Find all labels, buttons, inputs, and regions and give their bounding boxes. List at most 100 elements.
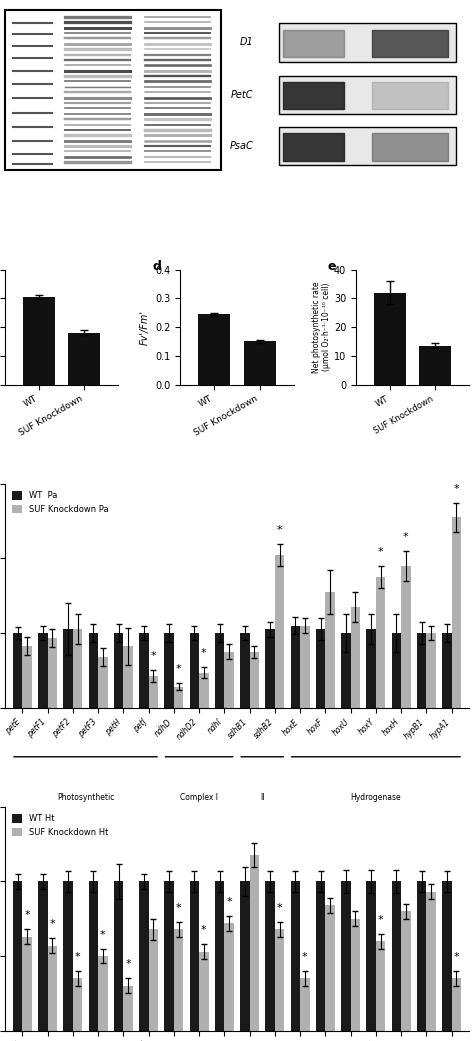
- Text: PsaC: PsaC: [229, 142, 253, 151]
- Text: *: *: [302, 951, 308, 962]
- Bar: [275, 930, 284, 1031]
- Bar: [215, 633, 224, 708]
- Text: Complex I: Complex I: [180, 792, 218, 802]
- Bar: [250, 652, 259, 708]
- FancyBboxPatch shape: [279, 76, 456, 115]
- Bar: [417, 633, 426, 708]
- Bar: [392, 633, 401, 708]
- Bar: [224, 652, 234, 708]
- Bar: [376, 577, 385, 708]
- Bar: [114, 882, 123, 1031]
- Bar: [401, 911, 410, 1031]
- Bar: [300, 979, 310, 1031]
- Bar: [374, 293, 406, 384]
- FancyBboxPatch shape: [279, 127, 456, 166]
- Bar: [316, 629, 325, 708]
- Bar: [89, 633, 98, 708]
- Text: e: e: [328, 260, 336, 274]
- Text: *: *: [454, 484, 459, 493]
- Bar: [68, 333, 100, 384]
- Text: d: d: [152, 260, 161, 274]
- Legend: WT  Pa, SUF Knockdown Pa: WT Pa, SUF Knockdown Pa: [9, 488, 112, 517]
- Text: *: *: [277, 903, 283, 913]
- Bar: [199, 314, 230, 384]
- Text: *: *: [378, 547, 383, 557]
- Bar: [452, 517, 461, 708]
- Bar: [98, 956, 108, 1031]
- Bar: [164, 882, 174, 1031]
- Text: II: II: [260, 792, 264, 802]
- Y-axis label: Net photosynthetic rate
(μmol O₂·h⁻¹·10⁻¹⁰ cell): Net photosynthetic rate (μmol O₂·h⁻¹·10⁻…: [312, 281, 331, 373]
- Bar: [89, 882, 98, 1031]
- Text: *: *: [75, 951, 81, 962]
- Legend: WT Ht, SUF Knockdown Ht: WT Ht, SUF Knockdown Ht: [9, 811, 111, 840]
- Text: *: *: [201, 648, 207, 658]
- Text: *: *: [151, 652, 156, 661]
- Text: PetC: PetC: [231, 91, 253, 100]
- Text: *: *: [277, 525, 283, 535]
- Bar: [123, 986, 133, 1031]
- Bar: [265, 882, 275, 1031]
- Bar: [300, 626, 310, 708]
- Bar: [38, 882, 48, 1031]
- Bar: [73, 629, 82, 708]
- Text: *: *: [201, 925, 207, 935]
- Bar: [376, 941, 385, 1031]
- Bar: [291, 626, 300, 708]
- Text: *: *: [50, 919, 55, 930]
- Bar: [244, 341, 275, 384]
- Text: *: *: [100, 930, 106, 940]
- Bar: [13, 633, 22, 708]
- Bar: [442, 882, 452, 1031]
- Bar: [22, 937, 32, 1031]
- Text: D1: D1: [239, 37, 253, 48]
- Bar: [351, 919, 360, 1031]
- Bar: [426, 892, 436, 1031]
- Text: Photosynthetic: Photosynthetic: [57, 792, 114, 802]
- Bar: [366, 882, 376, 1031]
- Bar: [199, 672, 209, 708]
- Bar: [174, 930, 183, 1031]
- Bar: [190, 882, 199, 1031]
- Bar: [341, 882, 351, 1031]
- Bar: [64, 882, 73, 1031]
- FancyBboxPatch shape: [279, 23, 456, 61]
- Bar: [22, 646, 32, 708]
- Text: *: *: [403, 532, 409, 542]
- Text: electron carriers: electron carriers: [54, 823, 117, 833]
- Bar: [48, 945, 57, 1031]
- Text: *: *: [176, 903, 182, 913]
- Bar: [13, 882, 22, 1031]
- Bar: [325, 906, 335, 1031]
- Text: *: *: [24, 910, 30, 920]
- Bar: [240, 882, 250, 1031]
- Bar: [215, 882, 224, 1031]
- Bar: [250, 855, 259, 1031]
- Bar: [316, 882, 325, 1031]
- Text: *: *: [126, 960, 131, 969]
- Bar: [325, 592, 335, 708]
- Bar: [240, 633, 250, 708]
- Bar: [452, 979, 461, 1031]
- Bar: [164, 633, 174, 708]
- Bar: [139, 633, 149, 708]
- Bar: [291, 882, 300, 1031]
- Bar: [38, 633, 48, 708]
- Bar: [199, 951, 209, 1031]
- Bar: [149, 677, 158, 708]
- Text: *: *: [454, 951, 459, 962]
- Text: Hydrogenase: Hydrogenase: [351, 792, 401, 802]
- Bar: [224, 923, 234, 1031]
- Bar: [401, 566, 410, 708]
- Bar: [265, 629, 275, 708]
- Bar: [366, 629, 376, 708]
- Bar: [114, 633, 123, 708]
- Text: *: *: [378, 915, 383, 924]
- Bar: [417, 882, 426, 1031]
- Bar: [419, 346, 451, 384]
- Bar: [426, 633, 436, 708]
- Bar: [392, 882, 401, 1031]
- Bar: [23, 297, 55, 384]
- Text: *: *: [176, 664, 182, 674]
- Bar: [442, 633, 452, 708]
